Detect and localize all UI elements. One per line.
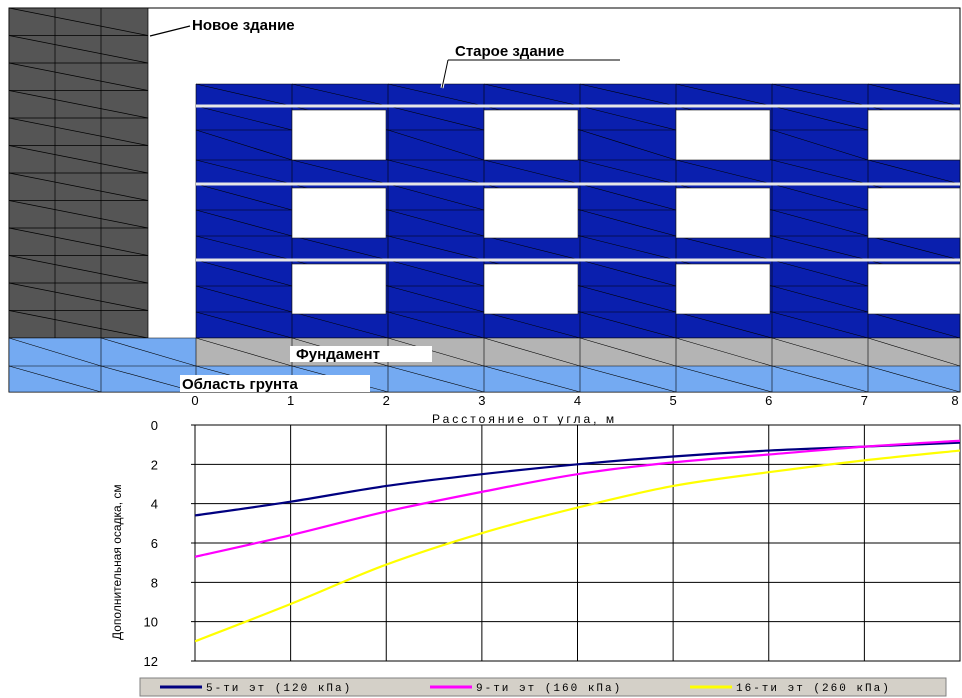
y-tick-label: 10 [144, 615, 158, 630]
new-building-label: Новое здание [192, 17, 295, 34]
legend: 5-ти эт (120 кПа) 9-ти эт (160 кПа) 16-ти … [139, 677, 947, 697]
foundation-soil [8, 337, 961, 393]
y-tick-label: 0 [151, 418, 158, 433]
soil-band-upper [9, 338, 196, 366]
y-tick-label: 12 [144, 654, 158, 669]
old-building-mesh [195, 83, 961, 339]
series-line-1 [195, 441, 960, 517]
series-line-2 [195, 439, 960, 558]
y-tick-label: 8 [151, 575, 158, 590]
legend-label-1: 5-ти эт (120 кПа) [206, 683, 352, 695]
x-tick-label: 0 [191, 393, 198, 408]
soil-band-lower [9, 366, 960, 392]
x-tick-label: 3 [478, 393, 485, 408]
y-tick-label: 2 [151, 457, 158, 472]
new-building-mesh [8, 7, 149, 366]
x-tick-label: 6 [765, 393, 772, 408]
old-building-label: Старое здание [455, 43, 564, 60]
plot-area [194, 424, 961, 662]
x-tick-label: 8 [951, 393, 958, 408]
x-tick-label: 2 [383, 393, 390, 408]
x-tick-label: 5 [670, 393, 677, 408]
y-axis-title: Дополнительная осадка, см [110, 484, 124, 640]
legend-label-2: 9-ти эт (160 кПа) [476, 683, 622, 695]
foundation-label: Фундамент [296, 346, 380, 363]
soil-label: Область грунта [182, 376, 298, 393]
y-tick-label: 6 [151, 536, 158, 551]
fe-model-diagram: Новое здание Старое здание Фундамент Обл… [8, 7, 961, 393]
x-axis-title: Расстояние от угла, м [432, 412, 617, 426]
x-tick-label: 7 [861, 393, 868, 408]
series-line-3 [195, 449, 960, 643]
x-tick-label: 1 [287, 393, 294, 408]
legend-label-3: 16-ти эт (260 кПа) [736, 683, 891, 695]
y-tick-label: 4 [151, 497, 158, 512]
x-tick-label: 4 [574, 393, 581, 408]
